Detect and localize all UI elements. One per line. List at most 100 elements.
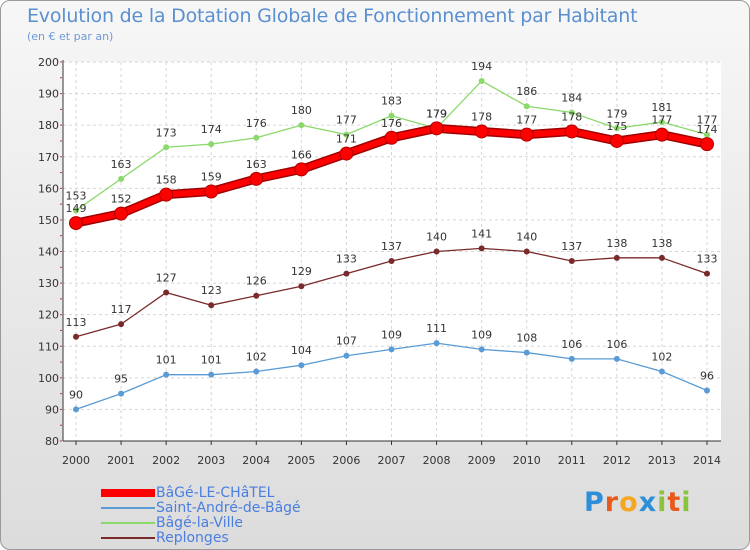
data-point <box>433 248 440 255</box>
y-tick-label: 90 <box>45 403 59 416</box>
data-point <box>478 346 485 353</box>
data-point <box>429 121 444 136</box>
data-label: 175 <box>606 120 627 133</box>
data-point <box>700 137 714 152</box>
data-point <box>658 368 665 375</box>
data-label: 179 <box>426 107 447 120</box>
data-point <box>523 349 530 356</box>
data-label: 101 <box>156 354 177 367</box>
data-point <box>433 340 440 347</box>
chart-subtitle: (en € et par an) <box>27 30 114 43</box>
legend-swatch <box>101 522 155 524</box>
data-point <box>523 248 530 255</box>
proxiti-logo: Proxiti <box>584 487 692 518</box>
x-tick-label: 2003 <box>197 454 225 467</box>
data-label: 107 <box>336 335 357 348</box>
data-label: 177 <box>516 114 537 127</box>
data-label: 149 <box>66 202 87 215</box>
data-label: 176 <box>381 117 402 130</box>
data-label: 179 <box>426 107 447 120</box>
x-tick-label: 2009 <box>468 454 496 467</box>
data-point <box>339 146 354 161</box>
data-label: 140 <box>516 231 537 244</box>
legend-label: Replonges <box>156 530 229 546</box>
data-label: 174 <box>697 123 718 136</box>
data-label: 158 <box>156 174 177 187</box>
logo-letter: o <box>619 487 639 518</box>
data-point <box>118 390 125 397</box>
data-label: 178 <box>471 110 492 123</box>
x-tick-label: 2002 <box>152 454 180 467</box>
data-point <box>208 302 215 309</box>
data-point <box>204 184 219 199</box>
data-label: 138 <box>606 237 627 250</box>
y-tick-label: 190 <box>38 88 59 101</box>
data-label: 180 <box>291 104 312 117</box>
y-tick-label: 140 <box>38 246 59 259</box>
data-label: 133 <box>697 253 718 266</box>
data-point <box>253 134 260 141</box>
legend-swatch <box>101 507 155 509</box>
y-tick-label: 80 <box>45 435 59 448</box>
data-point <box>613 355 620 362</box>
data-label: 104 <box>291 344 312 357</box>
legend-label: Bâgé-la-Ville <box>156 515 243 531</box>
data-label: 173 <box>156 126 177 139</box>
data-point <box>568 257 575 264</box>
data-point <box>253 368 260 375</box>
logo-letter: t <box>667 487 682 518</box>
data-label: 90 <box>69 388 83 401</box>
y-tick-label: 150 <box>38 214 59 227</box>
chart-title: Evolution de la Dotation Globale de Fonc… <box>27 5 638 27</box>
logo-letter: i <box>681 487 692 518</box>
y-tick-label: 200 <box>38 56 59 69</box>
y-tick-label: 170 <box>38 151 59 164</box>
data-point <box>294 162 309 177</box>
data-point <box>704 131 710 138</box>
data-label: 171 <box>336 133 357 146</box>
data-point <box>384 130 399 145</box>
data-point <box>298 283 305 290</box>
data-point <box>249 171 264 186</box>
data-label: 163 <box>246 158 267 171</box>
data-point <box>654 127 669 142</box>
data-label: 137 <box>381 240 402 253</box>
data-point <box>118 175 125 182</box>
data-label: 174 <box>201 123 222 136</box>
data-label: 153 <box>66 189 87 202</box>
data-point <box>568 109 575 116</box>
y-tick-label: 100 <box>38 372 59 385</box>
x-tick-label: 2007 <box>378 454 406 467</box>
x-tick-label: 2008 <box>423 454 451 467</box>
data-label: 186 <box>516 85 537 98</box>
logo-letter: r <box>604 487 620 518</box>
data-label: 137 <box>561 240 582 253</box>
data-point <box>163 371 170 378</box>
data-point <box>159 187 174 202</box>
y-tick-label: 180 <box>38 119 59 132</box>
data-label: 126 <box>246 275 267 288</box>
data-label: 159 <box>201 170 222 183</box>
data-label: 181 <box>651 101 672 114</box>
legend-label: BâGé-LE-CHâTEL <box>156 485 275 501</box>
data-point <box>73 406 79 413</box>
data-point <box>609 133 624 148</box>
data-label: 101 <box>201 354 222 367</box>
data-point <box>343 270 350 277</box>
y-tick-label: 120 <box>38 309 59 322</box>
x-tick-label: 2011 <box>558 454 586 467</box>
data-label: 109 <box>471 328 492 341</box>
data-point <box>388 346 395 353</box>
data-label: 177 <box>697 114 718 127</box>
x-tick-label: 2012 <box>603 454 631 467</box>
x-tick-label: 2000 <box>62 454 90 467</box>
data-label: 108 <box>516 332 537 345</box>
data-label: 106 <box>561 338 582 351</box>
y-tick-label: 130 <box>38 277 59 290</box>
data-point <box>343 352 350 359</box>
data-label: 129 <box>291 265 312 278</box>
y-tick-label: 160 <box>38 182 59 195</box>
data-label: 152 <box>111 193 132 206</box>
data-point <box>343 131 350 138</box>
